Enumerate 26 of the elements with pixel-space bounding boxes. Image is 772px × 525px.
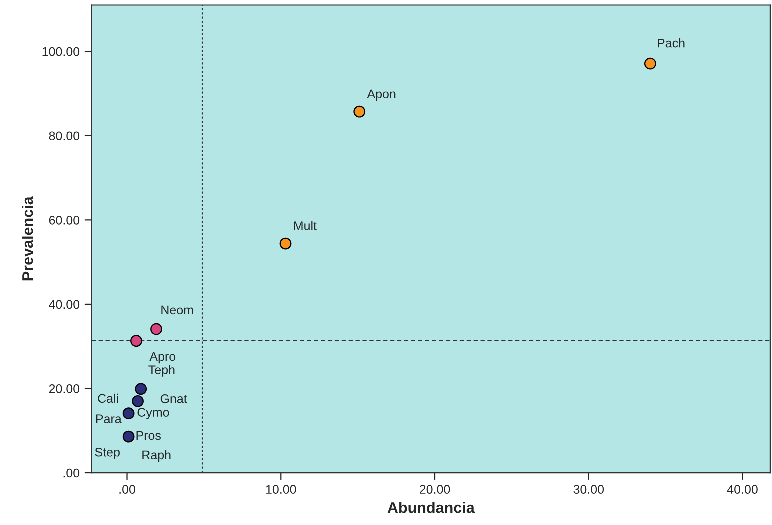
y-tick-label: 60.00 — [49, 216, 80, 225]
annotation: Cali — [98, 394, 118, 404]
y-tick-label: 40.00 — [49, 300, 80, 310]
x-tick-label: 30.00 — [574, 485, 604, 494]
annotation: Raph — [142, 450, 171, 462]
x-tick-label: 20.00 — [420, 485, 450, 494]
annotation: Apro — [150, 352, 176, 364]
annotation: Gnat — [160, 394, 188, 404]
annotation: Apon — [367, 90, 396, 102]
y-tick-label: 80.00 — [49, 132, 80, 141]
annotation: Para — [96, 414, 122, 424]
y-tick-label: .00 — [64, 468, 80, 478]
x-tick-label: 10.00 — [266, 485, 296, 494]
y-tick-label: 100.00 — [42, 47, 80, 56]
y-tick-label: 20.00 — [49, 384, 80, 394]
annotation: Teph — [148, 365, 175, 377]
x-tick-label: 40.00 — [727, 485, 758, 494]
y-axis-title: Prevalencia — [22, 196, 34, 281]
x-axis-title: Abundancia — [388, 502, 475, 514]
annotation: Pach — [658, 38, 685, 48]
x-tick-label: .00 — [120, 485, 136, 494]
annotation: Cymo — [138, 408, 170, 420]
annotation: Pros — [136, 431, 161, 440]
annotation: Step — [95, 448, 120, 460]
annotation: Neom — [162, 306, 194, 315]
annotation: Mult — [294, 221, 317, 230]
